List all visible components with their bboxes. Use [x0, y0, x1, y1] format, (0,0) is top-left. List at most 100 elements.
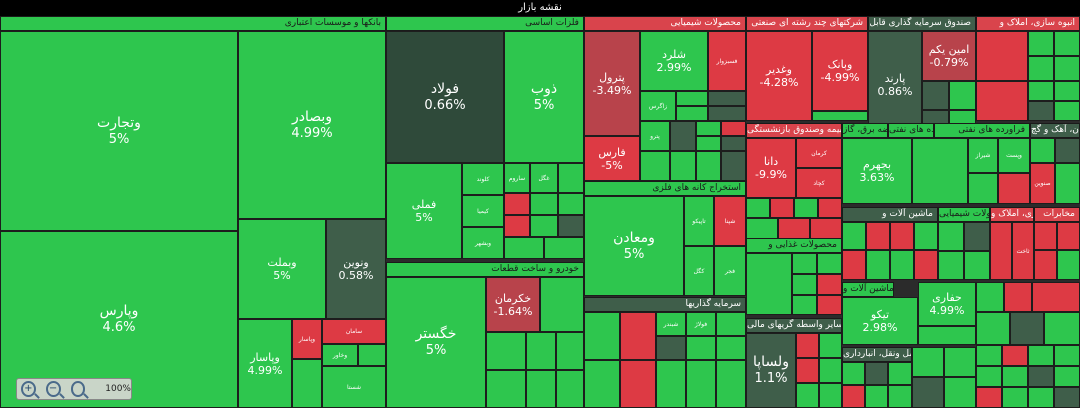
sector-header-minerals[interactable]: ماشین آلات و: [842, 207, 938, 222]
stock-cell-small[interactable]: [530, 215, 558, 237]
stock-cell-small[interactable]: [819, 383, 842, 408]
stock-cell-vpasar[interactable]: وپاسار 4.99%: [238, 319, 292, 408]
stock-cell-small[interactable]: [530, 193, 558, 215]
stock-cell-small[interactable]: [1028, 81, 1054, 101]
stock-cell-small[interactable]: [842, 362, 865, 385]
stock-cell-vghadir[interactable]: وغدیر -4.28%: [746, 31, 812, 121]
stock-cell-small[interactable]: [1028, 387, 1054, 408]
stock-cell-small[interactable]: [1054, 81, 1080, 101]
sector-header-oil[interactable]: فراورده های نفتی: [888, 123, 934, 138]
stock-cell-small[interactable]: [976, 366, 1002, 387]
stock-cell-fameli[interactable]: فملی 5%: [386, 163, 462, 259]
stock-cell-small[interactable]: [914, 222, 938, 250]
stock-cell-small[interactable]: [770, 198, 794, 218]
stock-cell-small[interactable]: [1054, 366, 1080, 387]
stock-cell-small[interactable]: [1055, 163, 1080, 204]
stock-cell-small[interactable]: [998, 173, 1030, 204]
stock-cell-small[interactable]: فولاژ: [686, 312, 716, 336]
stock-cell-small[interactable]: ساروم: [504, 163, 530, 193]
stock-cell-zob[interactable]: ذوب 5%: [504, 31, 584, 163]
stock-cell-small[interactable]: [1055, 138, 1080, 163]
stock-cell-small[interactable]: [670, 121, 696, 151]
stock-cell-small[interactable]: [526, 370, 556, 408]
sector-header-chem-misc[interactable]: محصولات شیمیایی: [938, 207, 990, 222]
sector-header-other-fin[interactable]: سایر واسطه گریهای مالی: [746, 318, 842, 333]
sector-header-transport[interactable]: حمل ونقل، انبارداری: [842, 347, 912, 362]
sector-header-machinery[interactable]: ماشین آلات و: [842, 282, 894, 297]
stock-cell-small[interactable]: [716, 336, 746, 360]
stock-cell-small[interactable]: [584, 360, 620, 408]
stock-cell-small[interactable]: [976, 81, 1028, 121]
stock-cell-small[interactable]: [504, 215, 530, 237]
stock-cell-small[interactable]: [721, 121, 746, 136]
stock-cell-small[interactable]: [1057, 250, 1080, 280]
stock-cell-petrol[interactable]: پترول -3.49%: [584, 31, 640, 136]
sector-header-computer[interactable]: مخابرات: [1034, 207, 1080, 222]
stock-cell-small[interactable]: [842, 222, 866, 250]
stock-cell-small[interactable]: [1054, 345, 1080, 366]
stock-cell-small[interactable]: [938, 222, 964, 251]
stock-cell-small[interactable]: [1032, 282, 1080, 312]
stock-cell-tiko[interactable]: تیکو 2.98%: [842, 297, 918, 345]
zoom-in-icon[interactable]: +: [21, 381, 36, 397]
sector-header-metal-ores[interactable]: استخراج کانه های فلزی: [584, 181, 746, 196]
stock-cell-small[interactable]: فسبزوار: [708, 31, 746, 91]
stock-cell-small[interactable]: [792, 295, 817, 315]
stock-cell-small[interactable]: [556, 332, 584, 370]
stock-cell-small[interactable]: وپاسار: [292, 319, 322, 359]
stock-cell-foolad[interactable]: فولاد 0.66%: [386, 31, 504, 163]
sector-header-banks[interactable]: بانکها و موسسات اعتباری: [0, 16, 386, 31]
stock-cell-aminyekom[interactable]: امین یکم -0.79%: [922, 31, 976, 81]
stock-cell-small[interactable]: ثاخت: [1012, 222, 1034, 280]
stock-cell-vbsadr[interactable]: وبصادر 4.99%: [238, 31, 386, 219]
stock-cell-small[interactable]: [656, 360, 686, 408]
stock-cell-small[interactable]: [1028, 345, 1054, 366]
stock-cell-small[interactable]: [486, 370, 526, 408]
stock-cell-small[interactable]: [558, 193, 584, 215]
stock-cell-small[interactable]: [640, 151, 670, 181]
stock-cell-small[interactable]: [504, 193, 530, 215]
stock-cell-small[interactable]: [686, 360, 716, 408]
stock-cell-small[interactable]: [842, 250, 866, 280]
stock-cell-small[interactable]: [584, 312, 620, 360]
stock-cell-small[interactable]: [670, 151, 696, 181]
stock-cell-small[interactable]: [888, 362, 912, 385]
stock-cell-small[interactable]: [944, 347, 976, 377]
stock-cell-small[interactable]: کگل: [684, 246, 714, 296]
stock-cell-small[interactable]: [1028, 56, 1054, 81]
sector-header-multi-industry[interactable]: شرکتهای چند رشته ای صنعتی: [746, 16, 868, 31]
stock-cell-small[interactable]: [817, 295, 842, 315]
stock-cell-small[interactable]: [819, 333, 842, 358]
stock-cell-small[interactable]: [812, 111, 868, 121]
stock-cell-small[interactable]: [696, 121, 721, 136]
stock-cell-small[interactable]: [620, 360, 656, 408]
sector-header-etf[interactable]: صندوق سرمایه گذاری قابل: [868, 16, 976, 31]
stock-cell-hafari[interactable]: حفاری 4.99%: [918, 282, 976, 326]
stock-cell-small[interactable]: [1028, 101, 1054, 121]
stock-cell-small[interactable]: [1004, 282, 1032, 312]
stock-cell-small[interactable]: وخاور: [322, 344, 358, 366]
sector-header-oil-products[interactable]: فراورده های نفتی: [934, 123, 1030, 138]
stock-cell-small[interactable]: [1028, 366, 1054, 387]
stock-cell-parand[interactable]: پارند 0.86%: [868, 31, 922, 139]
stock-cell-small[interactable]: زاگرس: [640, 91, 676, 121]
stock-cell-small[interactable]: [949, 81, 976, 110]
stock-cell-small[interactable]: [817, 253, 842, 274]
stock-cell-small[interactable]: [1034, 222, 1057, 250]
sector-header-auto[interactable]: خودرو و ساخت قطعات: [386, 262, 584, 277]
stock-cell-shelard[interactable]: شلرد 2.99%: [640, 31, 708, 91]
sector-header-basic-metals[interactable]: فلزات اساسی: [386, 16, 584, 31]
sector-header-investment[interactable]: سرمایه گذاریها: [584, 297, 746, 312]
stock-cell-small[interactable]: [918, 326, 976, 345]
stock-cell-small[interactable]: [1034, 250, 1057, 280]
stock-cell-small[interactable]: تاپیکو: [684, 196, 714, 246]
stock-cell-small[interactable]: [796, 333, 819, 358]
stock-cell-small[interactable]: [558, 163, 584, 193]
stock-cell-small[interactable]: [964, 251, 990, 280]
stock-cell-small[interactable]: شیراز: [968, 138, 998, 173]
stock-cell-small[interactable]: [1002, 366, 1028, 387]
stock-cell-small[interactable]: [914, 250, 938, 280]
stock-cell-small[interactable]: [794, 198, 818, 218]
stock-cell-small[interactable]: [486, 332, 526, 370]
stock-cell-vsapa[interactable]: ولساپا 1.1%: [746, 333, 796, 408]
